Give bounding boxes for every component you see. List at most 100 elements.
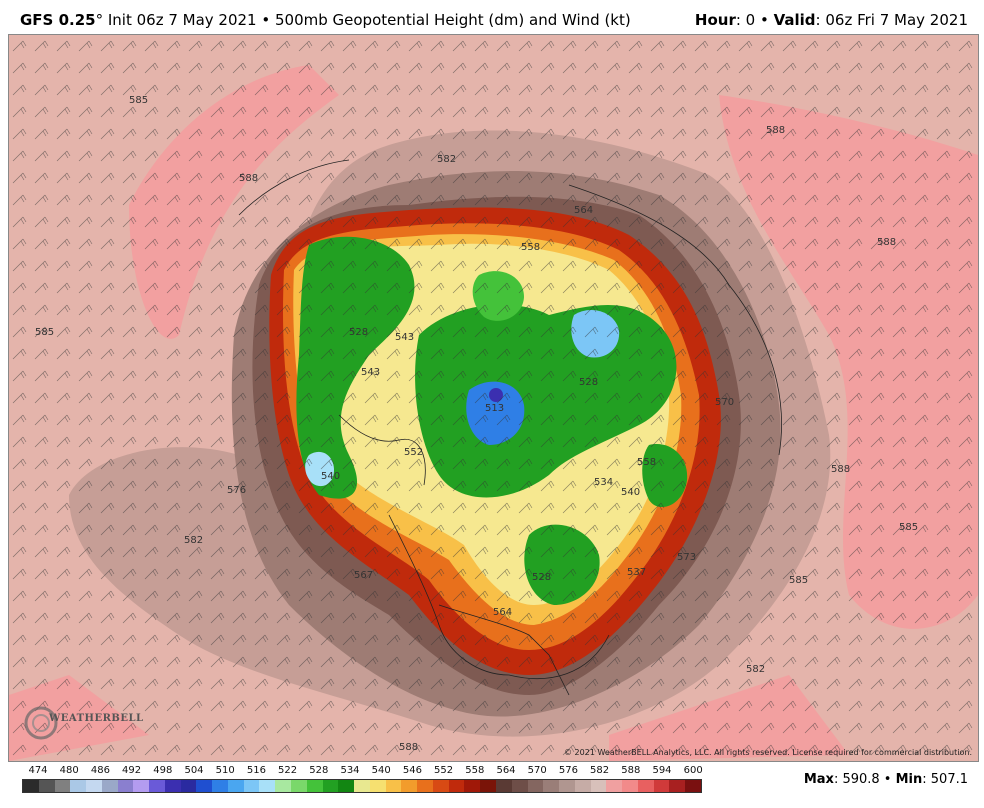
contour-label: 585: [35, 327, 54, 338]
logo-swirl-icon: [24, 706, 58, 740]
colorbar-swatch: [322, 780, 339, 792]
colorbar-swatch: [637, 780, 654, 792]
contour-label: 558: [637, 457, 656, 468]
contour-label: 582: [184, 535, 203, 546]
colorbar-swatch: [259, 780, 276, 792]
colorbar-swatch: [401, 780, 418, 792]
colorbar-labels: 474 480 486 492 498 504 510 516 522 528 534 540 546 5…: [22, 765, 702, 777]
colorbar-swatch: [23, 780, 39, 792]
colorbar-swatch: [133, 780, 150, 792]
colorbar-swatch: [511, 780, 528, 792]
coastlines: [238, 159, 782, 696]
weatherbell-logo: WEATHERBELL: [21, 703, 143, 743]
colorbar-label: 504: [184, 765, 204, 776]
valid-value: : 06z Fri 7 May 2021: [815, 11, 968, 29]
map-panel: 585 588 582 588 588 564 558 570 543 528 …: [8, 34, 979, 762]
colorbar-swatch: [306, 780, 323, 792]
contour-label: 540: [321, 471, 340, 482]
colorbar-label: 540: [371, 765, 391, 776]
colorbar-swatch: [622, 780, 638, 792]
colorbar-swatch: [291, 780, 307, 792]
colorbar-label: 552: [434, 765, 454, 776]
max-label: Max: [803, 772, 834, 787]
colorbar-swatch: [212, 780, 228, 792]
colorbar-swatch: [480, 780, 496, 792]
colorbar-swatch: [590, 780, 607, 792]
contour-label: 585: [789, 575, 808, 586]
colorbar-swatch: [448, 780, 465, 792]
colorbar-swatch: [117, 780, 134, 792]
contour-label: 528: [579, 377, 598, 388]
colorbar-swatch: [369, 780, 386, 792]
degree-mark: °: [95, 11, 104, 29]
colorbar-swatch: [653, 780, 670, 792]
colorbar: 474 480 486 492 498 504 510 516 522 528 534 540 546 5…: [22, 762, 703, 796]
contour-label: 540: [621, 487, 640, 498]
contour-label: 564: [493, 607, 512, 618]
colorbar-swatch: [164, 780, 181, 792]
colorbar-swatch: [543, 780, 560, 792]
contour-labels: 585 588 582 588 588 564 558 570 543 528 …: [35, 95, 918, 753]
colorbar-swatch: [227, 780, 244, 792]
colorbar-label: 492: [122, 765, 142, 776]
contour-label: 585: [129, 95, 148, 106]
colorbar-label: 474: [28, 765, 48, 776]
colorbar-label: 522: [278, 765, 298, 776]
colorbar-swatch: [669, 780, 686, 792]
contour-label: 564: [574, 205, 593, 216]
contour-label: 588: [239, 173, 258, 184]
colorbar-swatches: [22, 779, 702, 793]
colorbar-swatch: [685, 780, 701, 792]
contour-label: 537: [627, 567, 646, 578]
colorbar-label: 546: [402, 765, 422, 776]
colorbar-label: 480: [59, 765, 79, 776]
colorbar-swatch: [86, 780, 102, 792]
contour-label: 588: [877, 237, 896, 248]
colorbar-label: 588: [621, 765, 641, 776]
colorbar-swatch: [243, 780, 260, 792]
colorbar-swatch: [275, 780, 292, 792]
contour-label: 567: [354, 570, 373, 581]
contour-label: 588: [399, 742, 418, 753]
header: GFS 0.25° Init 06z 7 May 2021 • 500mb Ge…: [0, 0, 984, 34]
max-value: : 590.8 •: [833, 772, 896, 787]
contour-label: 543: [361, 367, 380, 378]
contour-label: 552: [404, 447, 423, 458]
min-label: Min: [895, 772, 923, 787]
height-field-map: 585 588 582 588 588 564 558 570 543 528 …: [9, 35, 978, 761]
colorbar-swatch: [149, 780, 165, 792]
logo-text: WEATHERBELL: [49, 713, 144, 724]
colorbar-label: 498: [153, 765, 173, 776]
min-value: : 507.1: [922, 772, 968, 787]
colorbar-swatch: [527, 780, 544, 792]
colorbar-swatch: [101, 780, 118, 792]
contour-label: 582: [746, 664, 765, 675]
colorbar-swatch: [432, 780, 449, 792]
valid-label: Valid: [773, 11, 816, 29]
colorbar-label: 594: [652, 765, 672, 776]
valid-time: Hour: 0 • Valid: 06z Fri 7 May 2021: [695, 11, 968, 29]
colorbar-swatch: [464, 780, 481, 792]
colorbar-label: 528: [309, 765, 329, 776]
map-title: GFS 0.25° Init 06z 7 May 2021 • 500mb Ge…: [20, 11, 631, 29]
colorbar-label: 534: [340, 765, 360, 776]
colorbar-label: 564: [496, 765, 516, 776]
colorbar-label: 576: [558, 765, 578, 776]
colorbar-label: 486: [90, 765, 110, 776]
contour-label: 534: [594, 477, 613, 488]
contour-label: 513: [485, 403, 504, 414]
colorbar-swatch: [574, 780, 591, 792]
copyright-notice: © 2021 WeatherBELL Analytics, LLC. All r…: [564, 748, 972, 757]
contour-label: 528: [349, 327, 368, 338]
colorbar-swatch: [70, 780, 87, 792]
colorbar-swatch: [54, 780, 71, 792]
colorbar-label: 516: [246, 765, 266, 776]
colorbar-label: 510: [215, 765, 235, 776]
wind-barbs-layer: [9, 35, 978, 761]
contour-label: 570: [715, 397, 734, 408]
colorbar-swatch: [354, 780, 370, 792]
colorbar-label: 558: [465, 765, 485, 776]
colorbar-swatch: [180, 780, 197, 792]
colorbar-swatch: [417, 780, 433, 792]
colorbar-label: 582: [590, 765, 610, 776]
